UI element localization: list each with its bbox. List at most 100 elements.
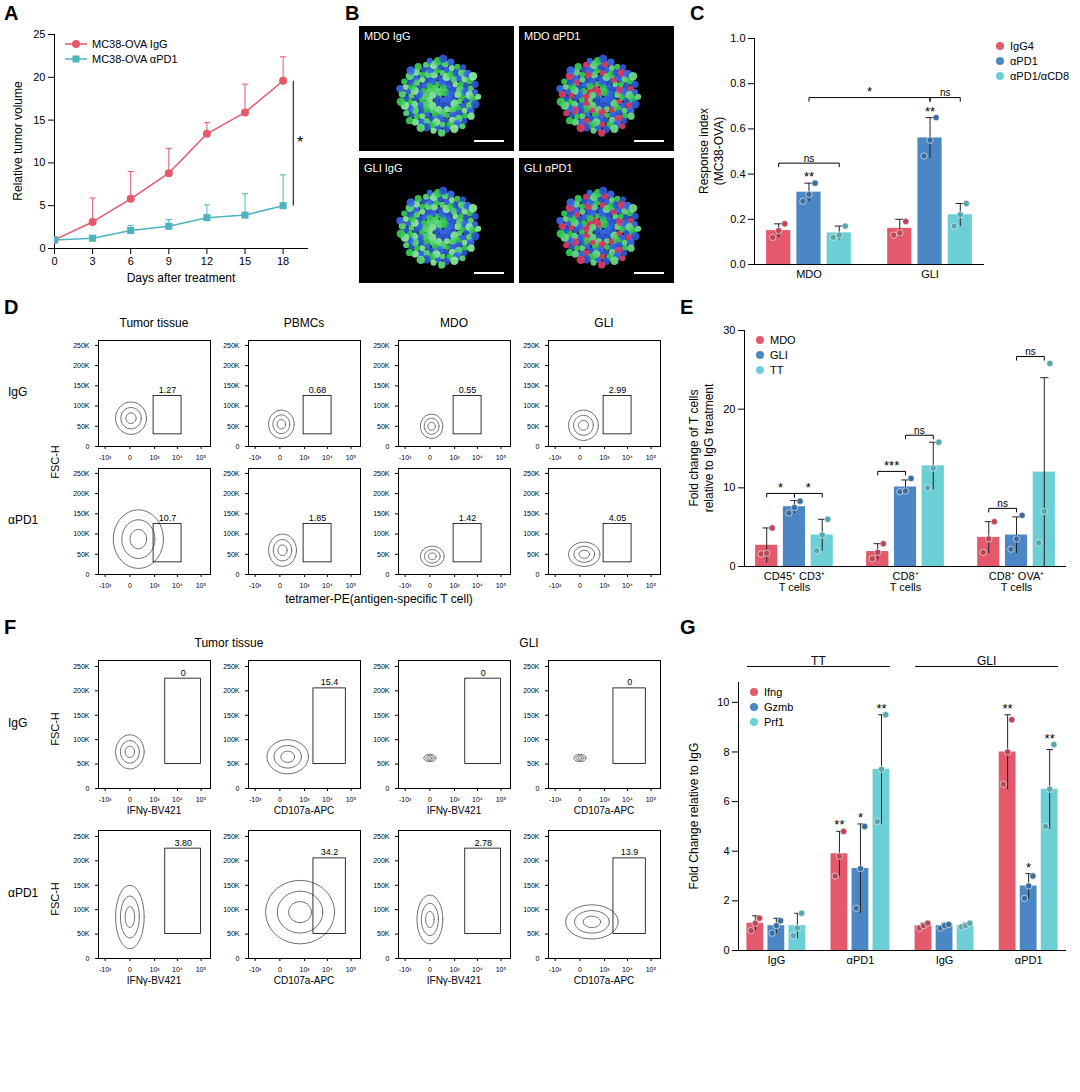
svg-text:10: 10 — [717, 696, 729, 708]
svg-text:CD8⁺ OVA⁺T cells: CD8⁺ OVA⁺T cells — [989, 570, 1044, 593]
svg-text:10³: 10³ — [300, 454, 311, 461]
svg-text:10⁵: 10⁵ — [346, 582, 357, 589]
svg-text:100K: 100K — [73, 906, 90, 913]
svg-text:200K: 200K — [523, 857, 540, 864]
svg-text:10⁴: 10⁴ — [622, 966, 633, 973]
svg-text:10³: 10³ — [150, 582, 161, 589]
svg-text:**: ** — [925, 104, 935, 119]
svg-text:0: 0 — [128, 582, 132, 589]
svg-text:100K: 100K — [73, 530, 90, 537]
svg-text:10⁴: 10⁴ — [172, 582, 183, 589]
svg-text:150K: 150K — [223, 881, 240, 888]
svg-text:250K: 250K — [373, 342, 390, 349]
svg-text:10.7: 10.7 — [159, 513, 177, 523]
svg-text:4.05: 4.05 — [609, 513, 627, 523]
svg-text:150K: 150K — [223, 711, 240, 718]
svg-text:0: 0 — [278, 582, 282, 589]
svg-text:-10³: -10³ — [99, 454, 112, 461]
svg-text:αPD1: αPD1 — [1015, 954, 1043, 966]
svg-text:200K: 200K — [223, 857, 240, 864]
svg-text:1.85: 1.85 — [309, 513, 327, 523]
svg-text:150K: 150K — [73, 711, 90, 718]
svg-text:3.80: 3.80 — [174, 838, 192, 848]
svg-text:0: 0 — [128, 796, 132, 803]
svg-text:0.2: 0.2 — [730, 213, 745, 225]
svg-text:50K: 50K — [527, 760, 540, 767]
svg-text:TT: TT — [811, 654, 826, 668]
svg-text:50K: 50K — [227, 423, 240, 430]
svg-text:200K: 200K — [73, 362, 90, 369]
svg-text:50K: 50K — [377, 551, 390, 558]
svg-text:0: 0 — [428, 796, 432, 803]
svg-text:6: 6 — [128, 255, 134, 267]
svg-text:0.55: 0.55 — [459, 385, 477, 395]
svg-text:0: 0 — [236, 785, 240, 792]
svg-text:MDO: MDO — [796, 268, 822, 280]
svg-text:10⁵: 10⁵ — [496, 454, 507, 461]
svg-text:250K: 250K — [523, 342, 540, 349]
svg-text:150K: 150K — [523, 881, 540, 888]
svg-text:ns: ns — [997, 498, 1008, 509]
svg-text:2.99: 2.99 — [609, 385, 627, 395]
svg-text:250K: 250K — [523, 663, 540, 670]
svg-text:30: 30 — [723, 324, 735, 336]
svg-text:10³: 10³ — [300, 582, 311, 589]
svg-text:12: 12 — [201, 255, 213, 267]
svg-text:250K: 250K — [523, 470, 540, 477]
svg-text:-10³: -10³ — [549, 966, 562, 973]
svg-text:100K: 100K — [223, 906, 240, 913]
svg-text:100K: 100K — [523, 906, 540, 913]
svg-text:0: 0 — [729, 560, 735, 572]
svg-text:50K: 50K — [227, 930, 240, 937]
svg-text:10⁴: 10⁴ — [322, 582, 333, 589]
svg-text:FSC-H: FSC-H — [49, 882, 61, 916]
svg-text:Response index(MC38-OVA): Response index(MC38-OVA) — [697, 108, 725, 194]
svg-text:0: 0 — [481, 668, 486, 678]
svg-text:50K: 50K — [377, 930, 390, 937]
svg-text:GLI αPD1: GLI αPD1 — [524, 162, 573, 174]
svg-text:FSC-H: FSC-H — [49, 712, 61, 746]
svg-text:100K: 100K — [73, 736, 90, 743]
svg-text:GLI: GLI — [921, 268, 939, 280]
svg-text:10⁵: 10⁵ — [496, 582, 507, 589]
svg-text:50K: 50K — [527, 423, 540, 430]
svg-text:250K: 250K — [523, 833, 540, 840]
svg-text:10³: 10³ — [600, 454, 611, 461]
svg-text:0: 0 — [236, 443, 240, 450]
svg-text:18: 18 — [277, 255, 289, 267]
svg-text:10⁴: 10⁴ — [322, 454, 333, 461]
svg-text:*: * — [867, 84, 872, 99]
svg-text:200K: 200K — [223, 362, 240, 369]
svg-text:10⁵: 10⁵ — [646, 454, 657, 461]
svg-text:GLI: GLI — [977, 654, 996, 668]
svg-text:0: 0 — [86, 785, 90, 792]
svg-text:10⁴: 10⁴ — [472, 582, 483, 589]
svg-text:0.4: 0.4 — [730, 168, 745, 180]
svg-text:250K: 250K — [223, 342, 240, 349]
svg-text:0: 0 — [128, 454, 132, 461]
svg-text:20: 20 — [723, 403, 735, 415]
svg-text:10³: 10³ — [450, 582, 461, 589]
svg-text:200K: 200K — [523, 490, 540, 497]
svg-text:50K: 50K — [377, 423, 390, 430]
svg-text:150K: 150K — [373, 510, 390, 517]
svg-text:-10³: -10³ — [99, 966, 112, 973]
svg-text:*: * — [1026, 860, 1031, 875]
svg-text:100K: 100K — [223, 736, 240, 743]
svg-text:10⁴: 10⁴ — [622, 582, 633, 589]
svg-text:-10³: -10³ — [249, 582, 262, 589]
svg-text:0: 0 — [278, 796, 282, 803]
svg-text:250K: 250K — [223, 833, 240, 840]
svg-text:10⁴: 10⁴ — [622, 796, 633, 803]
svg-text:0: 0 — [278, 454, 282, 461]
svg-text:-10³: -10³ — [399, 582, 412, 589]
svg-text:10³: 10³ — [150, 454, 161, 461]
svg-text:100K: 100K — [523, 530, 540, 537]
svg-text:20: 20 — [33, 71, 45, 83]
svg-text:-10³: -10³ — [549, 454, 562, 461]
svg-text:150K: 150K — [523, 382, 540, 389]
svg-text:10⁵: 10⁵ — [646, 966, 657, 973]
svg-text:-10³: -10³ — [549, 796, 562, 803]
svg-text:100K: 100K — [523, 402, 540, 409]
svg-text:**: ** — [834, 817, 844, 832]
